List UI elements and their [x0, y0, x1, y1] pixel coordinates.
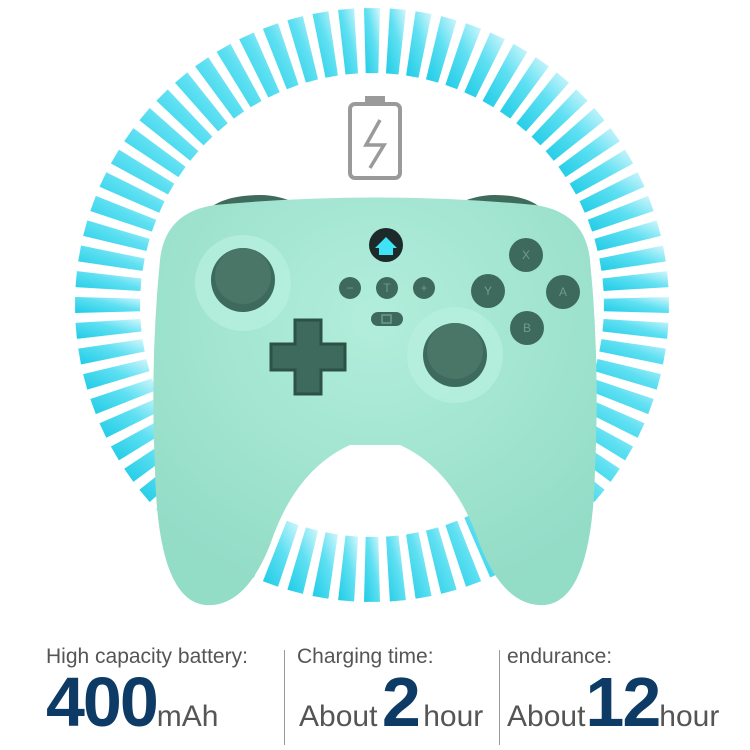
spec-value: 2: [381, 663, 421, 741]
ring-stripe: [78, 245, 145, 271]
ring-stripe: [139, 108, 199, 161]
svg-text:Y: Y: [484, 284, 492, 298]
ring-stripe: [531, 89, 588, 146]
ring-stripe: [406, 532, 432, 599]
ring-stripe: [579, 172, 645, 213]
ring-stripe: [569, 149, 634, 195]
ring-stripe: [78, 339, 145, 365]
ring-stripe: [587, 195, 654, 232]
spec-prefix: About: [299, 700, 378, 733]
ring-stripe: [83, 359, 150, 390]
ring-stripe: [426, 16, 457, 83]
ring-stripe: [594, 220, 661, 251]
ring-stripe: [602, 271, 669, 291]
ring-stripe: [482, 43, 528, 108]
spec-label: High capacity battery:: [46, 645, 248, 668]
ring-stripe: [558, 128, 620, 178]
center-buttons: − T +: [339, 277, 435, 326]
ring-stripe: [312, 532, 338, 599]
ring-stripe: [516, 72, 569, 132]
ring-stripe: [99, 172, 165, 213]
spec-charging-time: Charging time: About 2 hour: [297, 645, 497, 750]
spec-battery-capacity: High capacity battery: 400mAh: [46, 645, 281, 750]
face-buttons: X Y A B: [471, 238, 580, 345]
ring-stripe: [406, 11, 432, 78]
spec-unit: hour: [423, 700, 484, 733]
ring-stripe: [90, 195, 157, 232]
ring-stripe: [83, 220, 150, 251]
ring-stripe: [338, 535, 358, 602]
ring-stripe: [545, 108, 605, 161]
ring-stripe: [364, 8, 380, 74]
ring-stripe: [287, 16, 318, 83]
capture-button: [371, 312, 403, 326]
svg-text:X: X: [522, 248, 530, 262]
spec-value: 400: [46, 663, 159, 741]
ring-stripe: [602, 319, 669, 339]
svg-text:B: B: [523, 321, 531, 335]
ring-stripe: [156, 89, 213, 146]
ring-stripe: [386, 535, 406, 602]
ring-stripe: [445, 23, 482, 90]
svg-text:A: A: [559, 285, 567, 299]
ring-stripe: [312, 11, 338, 78]
ring-stripe: [262, 23, 299, 90]
ring-stripe: [386, 8, 406, 75]
svg-text:+: +: [420, 281, 427, 295]
divider: [499, 650, 500, 745]
ring-stripe: [599, 339, 666, 365]
ring-stripe: [124, 128, 186, 178]
ring-stripe: [338, 8, 358, 75]
spec-unit: mAh: [156, 700, 219, 733]
ring-stripe: [239, 32, 280, 98]
ring-stripe: [75, 271, 142, 291]
divider: [284, 650, 285, 745]
spec-label: endurance:: [507, 645, 613, 668]
ring-stripe: [175, 72, 228, 132]
svg-text:−: −: [346, 281, 353, 295]
ring-stripe: [599, 245, 666, 271]
ring-stripe: [99, 397, 165, 438]
ring-stripe: [499, 57, 549, 119]
spec-endurance: endurance: About12hour: [507, 645, 747, 750]
ring-stripe: [195, 57, 245, 119]
spec-label: Charging time:: [297, 645, 434, 668]
spec-unit: hour: [659, 700, 720, 733]
ring-stripe: [587, 378, 654, 415]
svg-text:T: T: [383, 281, 391, 295]
ring-stripe: [75, 297, 141, 313]
spec-value: 12: [585, 663, 661, 741]
dpad: [269, 318, 347, 396]
ring-stripe: [262, 520, 299, 587]
battery-charging-icon: [348, 96, 402, 180]
ring-stripe: [603, 297, 669, 313]
ring-stripe: [464, 32, 505, 98]
ring-stripe: [287, 527, 318, 594]
ring-stripe: [75, 319, 142, 339]
ring-stripe: [90, 378, 157, 415]
ring-stripe: [110, 149, 175, 195]
ring-stripe: [216, 43, 262, 108]
home-icon: [375, 237, 397, 255]
ring-stripe: [364, 536, 380, 602]
spec-prefix: About: [507, 700, 586, 733]
ring-stripe: [426, 527, 457, 594]
ring-stripe: [445, 520, 482, 587]
ring-stripe: [594, 359, 661, 390]
